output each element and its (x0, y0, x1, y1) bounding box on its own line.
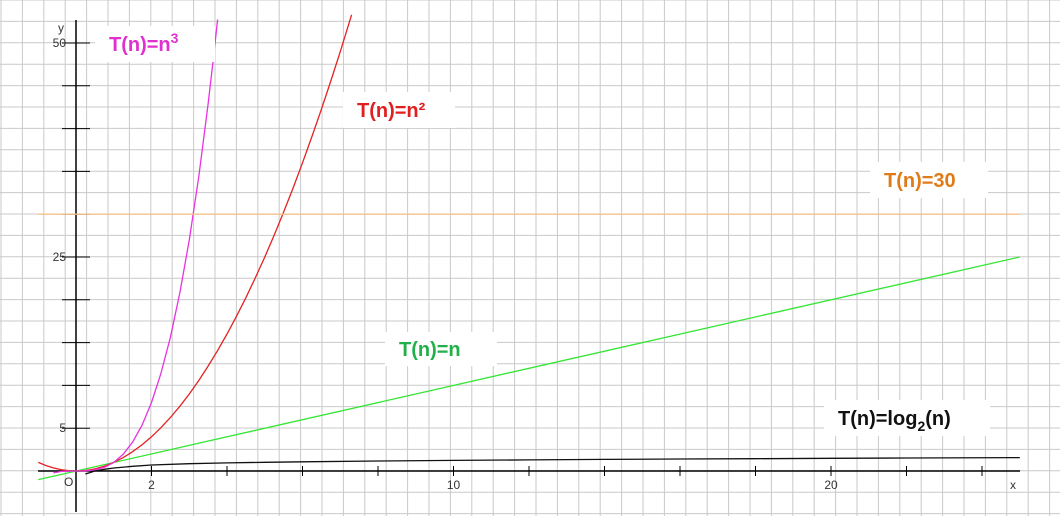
series-label-text: T(n)=n3 (109, 30, 179, 56)
x-tick-label: 20 (824, 478, 838, 492)
origin-label: O (64, 475, 73, 489)
y-axis-label: y (58, 21, 64, 35)
series-label-t-n-n3: T(n)=n3 (95, 26, 215, 62)
series-label-t-n-30: T(n)=30 (870, 162, 988, 198)
series-label-tail: (n) (925, 408, 951, 430)
series-line-t-n-n (38, 256, 1020, 481)
x-tick-label: 2 (148, 478, 155, 492)
series-label-background (343, 92, 455, 128)
series-label-background (824, 400, 990, 436)
series-label-background (870, 162, 988, 198)
series-label-subscript: 2 (917, 418, 925, 434)
series-line-t-n-n3 (53, 19, 219, 474)
series-label-text: T(n)=n (399, 339, 461, 361)
series-label-t-n-n: T(n)=n (385, 332, 497, 366)
series-label-superscript: 3 (171, 30, 179, 46)
series-label-t-n-log2-n: T(n)=log2(n) (824, 400, 990, 436)
series-label-t-n-n: T(n)=n² (343, 92, 455, 128)
y-tick-label: 5 (59, 421, 66, 435)
series-label-background (95, 26, 215, 62)
y-tick-label: 50 (53, 36, 67, 50)
series-label-main: T(n)=log (838, 408, 917, 430)
series-label-main: T(n)=n (109, 34, 171, 56)
series-label-main: T(n)=n² (357, 100, 426, 122)
series-label-text: T(n)=30 (884, 170, 956, 192)
series-labels: T(n)=nT(n)=n²T(n)=n3T(n)=30T(n)=log2(n) (95, 26, 990, 436)
series-label-background (385, 332, 497, 366)
x-tick-label: 10 (447, 478, 461, 492)
series-lines (38, 14, 1020, 481)
series-line-t-n-log2-n (85, 456, 1020, 475)
series-label-main: T(n)=n (399, 339, 461, 361)
series-label-text: T(n)=log2(n) (838, 408, 951, 434)
series-label-text: T(n)=n² (357, 100, 426, 122)
x-axis-label: x (1010, 478, 1016, 492)
series-label-main: T(n)=30 (884, 170, 956, 192)
axis-ticks: 2 10 20 5 25 50 (53, 36, 983, 492)
y-tick-label: 25 (53, 250, 67, 264)
